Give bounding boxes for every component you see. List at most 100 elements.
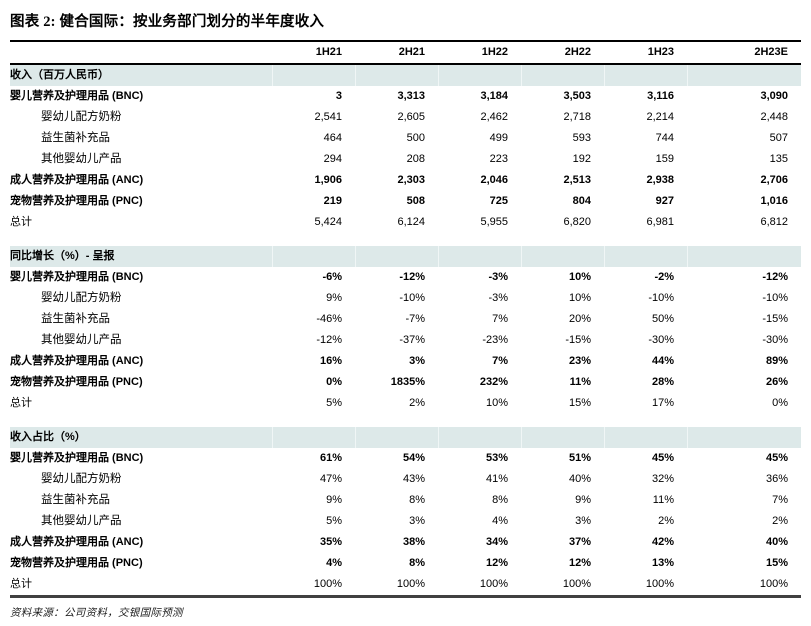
cell-value: 208 <box>406 153 425 165</box>
cell-value: 34% <box>485 536 508 548</box>
table-body: 收入（百万人民币） 婴儿营养及护理用品 (BNC) 3 3,313 3,184 3,503… <box>10 65 801 595</box>
table-row: 其他婴幼儿产品 294 208 223 192 159 135 <box>10 149 801 170</box>
cell-value: 7% <box>772 494 788 506</box>
row-label: 宠物营养及护理用品 (PNC) <box>10 557 143 569</box>
table-row: 益生菌补充品 9% 8% 8% 9% 11% 7% <box>10 490 801 511</box>
cell-value: 2,605 <box>397 111 425 123</box>
table-row: 宠物营养及护理用品 (PNC) 0% 1835% 232% 11% 28% 26% <box>10 372 801 393</box>
cell-value: 2,462 <box>480 111 508 123</box>
table-row: 婴幼儿配方奶粉 9% -10% -3% 10% -10% -10% <box>10 288 801 309</box>
source-note: 资料来源：公司资料，交银国际预测 <box>10 608 183 619</box>
section-header-label: 收入（百万人民币） <box>10 69 109 81</box>
row-label: 成人营养及护理用品 (ANC) <box>10 174 144 186</box>
section-gap <box>10 233 801 246</box>
table-row: 总计 5% 2% 10% 15% 17% 0% <box>10 393 801 414</box>
table-row: 益生菌补充品 -46% -7% 7% 20% 50% -15% <box>10 309 801 330</box>
column-header-spacer <box>10 42 272 63</box>
cell-value: 15% <box>568 397 591 409</box>
cell-value: 593 <box>572 132 591 144</box>
cell-value: 3% <box>409 515 425 527</box>
cell-value: 1,016 <box>760 195 788 207</box>
cell-value: -10% <box>399 292 425 304</box>
row-label: 宠物营养及护理用品 (PNC) <box>10 376 143 388</box>
cell-value: 53% <box>485 452 508 464</box>
cell-value: 43% <box>402 473 425 485</box>
cell-value: 10% <box>568 292 591 304</box>
cell-value: 3,090 <box>760 90 788 102</box>
section-header-cell <box>355 427 438 448</box>
cell-value: 20% <box>568 313 591 325</box>
cell-value: 10% <box>568 271 591 283</box>
section-header-cell <box>604 246 687 267</box>
row-label: 婴幼儿配方奶粉 <box>41 292 122 304</box>
cell-value: -10% <box>648 292 674 304</box>
cell-value: 5% <box>326 397 342 409</box>
table-row: 婴幼儿配方奶粉 47% 43% 41% 40% 32% 36% <box>10 469 801 490</box>
cell-value: 47% <box>319 473 342 485</box>
section-header-cell <box>272 246 355 267</box>
cell-value: -12% <box>762 271 788 283</box>
row-label: 成人营养及护理用品 (ANC) <box>10 355 144 367</box>
section-header-cell <box>355 65 438 86</box>
table-row: 其他婴幼儿产品 -12% -37% -23% -15% -30% -30% <box>10 330 801 351</box>
row-label: 宠物营养及护理用品 (PNC) <box>10 195 143 207</box>
cell-value: 2,541 <box>314 111 342 123</box>
row-label: 其他婴幼儿产品 <box>41 153 122 165</box>
cell-value: -10% <box>762 292 788 304</box>
cell-value: 7% <box>492 313 508 325</box>
row-label: 婴儿营养及护理用品 (BNC) <box>10 271 144 283</box>
cell-value: 464 <box>323 132 342 144</box>
table-row: 宠物营养及护理用品 (PNC) 219 508 725 804 927 1,016 <box>10 191 801 212</box>
cell-value: 1,906 <box>314 174 342 186</box>
cell-value: 3,503 <box>563 90 591 102</box>
cell-value: 100% <box>479 578 508 590</box>
column-header: 1H21 <box>315 46 342 58</box>
cell-value: 4% <box>492 515 508 527</box>
cell-value: 54% <box>402 452 425 464</box>
cell-value: -30% <box>762 334 788 346</box>
cell-value: -15% <box>565 334 591 346</box>
row-label: 婴幼儿配方奶粉 <box>41 473 122 485</box>
cell-value: 2,214 <box>646 111 674 123</box>
cell-value: 32% <box>651 473 674 485</box>
cell-value: 45% <box>651 452 674 464</box>
cell-value: -6% <box>322 271 342 283</box>
cell-value: 804 <box>572 195 591 207</box>
cell-value: 44% <box>651 355 674 367</box>
cell-value: 2% <box>658 515 674 527</box>
cell-value: 36% <box>765 473 788 485</box>
row-label: 婴儿营养及护理用品 (BNC) <box>10 452 144 464</box>
cell-value: 8% <box>409 494 425 506</box>
table-row: 婴儿营养及护理用品 (BNC) -6% -12% -3% 10% -2% -12% <box>10 267 801 288</box>
cell-value: 10% <box>485 397 508 409</box>
cell-value: 5,424 <box>314 216 342 228</box>
cell-value: 2% <box>409 397 425 409</box>
cell-value: 4% <box>326 557 342 569</box>
cell-value: 5% <box>326 515 342 527</box>
cell-value: 2,448 <box>760 111 788 123</box>
cell-value: 100% <box>313 578 342 590</box>
row-label: 总计 <box>10 397 32 409</box>
cell-value: 5,955 <box>480 216 508 228</box>
cell-value: 6,981 <box>646 216 674 228</box>
cell-value: 135 <box>769 153 788 165</box>
table-row: 总计 5,424 6,124 5,955 6,820 6,981 6,812 <box>10 212 801 233</box>
cell-value: -15% <box>762 313 788 325</box>
table-row: 成人营养及护理用品 (ANC) 16% 3% 7% 23% 44% 89% <box>10 351 801 372</box>
section-header-cell <box>438 427 521 448</box>
section-header-cell <box>521 65 604 86</box>
cell-value: 9% <box>326 292 342 304</box>
cell-value: 9% <box>575 494 591 506</box>
table-row: 宠物营养及护理用品 (PNC) 4% 8% 12% 12% 13% 15% <box>10 553 801 574</box>
cell-value: 37% <box>568 536 591 548</box>
cell-value: 927 <box>655 195 674 207</box>
cell-value: 8% <box>492 494 508 506</box>
cell-value: -37% <box>399 334 425 346</box>
cell-value: 294 <box>323 153 342 165</box>
row-label: 总计 <box>10 578 32 590</box>
cell-value: 499 <box>489 132 508 144</box>
table-row: 婴儿营养及护理用品 (BNC) 3 3,313 3,184 3,503 3,116 3,09… <box>10 86 801 107</box>
section-header-cell <box>604 65 687 86</box>
cell-value: 2,718 <box>563 111 591 123</box>
